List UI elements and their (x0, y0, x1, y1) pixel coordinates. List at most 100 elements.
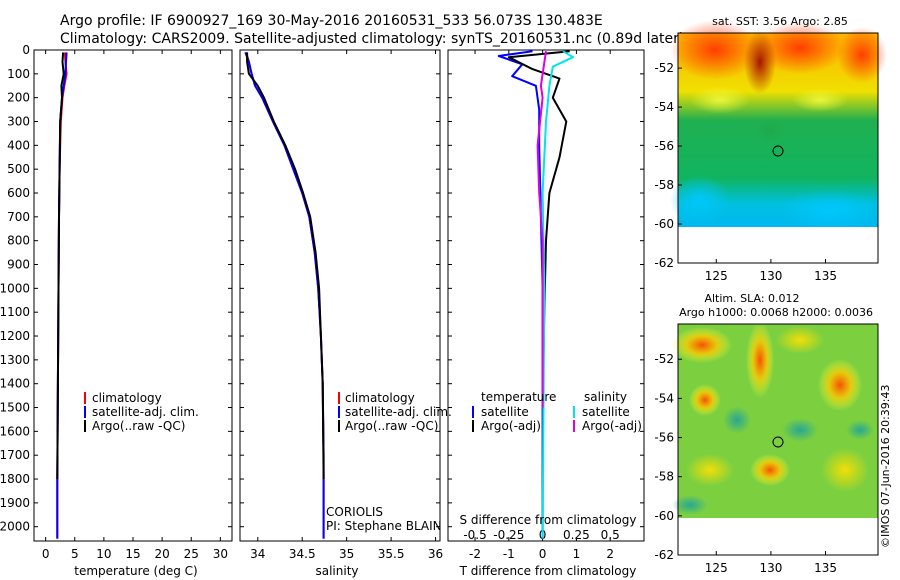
salinity-panel: 34 34.5 35 35.5 36 climatology satellite-adj… (239, 49, 452, 578)
map-y-tick-label: -60 (654, 509, 674, 523)
annotation-pi: PI: Stephane BLAIN (326, 519, 442, 533)
y-tick-label: 1000 (0, 281, 30, 295)
y-tick-label: 700 (7, 210, 30, 224)
y-tick-label: 100 (7, 67, 30, 81)
sst-map-image (670, 20, 887, 263)
difference-xlabel: T difference from climatology (459, 564, 637, 578)
legend-label-t-argo: Argo(-adj) (481, 419, 541, 433)
map-x-tick-label: 125 (705, 561, 728, 575)
x-tick-label: 36 (428, 547, 443, 561)
header-line-1: Argo profile: IF 6900927_169 30-May-2016… (60, 13, 603, 29)
difference-series (497, 50, 574, 539)
y-tick-label: 2000 (0, 520, 30, 534)
map-x-tick-label: 135 (814, 561, 837, 575)
sla-map-panel: Altim. SLA: 0.012 Argo h1000: 0.0068 h20… (654, 292, 879, 575)
map-y-tick-label: -54 (654, 100, 674, 114)
x-tick-label: -1 (503, 547, 515, 561)
top-tick-label: 0.25 (563, 528, 590, 542)
top-tick-label: -0.5 (463, 528, 486, 542)
temperature-xlabel: temperature (deg C) (74, 564, 197, 578)
legend-label-satellite: satellite-adj. clim. (92, 405, 199, 419)
temperature-panel: 0 5 10 15 20 25 300100200300400500600700800900… (0, 43, 233, 578)
x-tick-label: 25 (184, 547, 199, 561)
series-line-satellite (497, 50, 544, 539)
map-y-tick-label: -54 (654, 391, 674, 405)
x-tick-label: 0 (539, 547, 547, 561)
series-line-argo-adj- (536, 51, 547, 408)
x-tick-label: 20 (154, 547, 169, 561)
axes-frame (33, 49, 233, 542)
map-x-tick-label: 135 (814, 269, 837, 283)
legend-header-salinity: salinity (584, 390, 627, 404)
map-frame (677, 323, 879, 556)
map-y-tick-label: -62 (654, 256, 674, 270)
map-frame (677, 32, 879, 264)
x-tick-label: 10 (96, 547, 111, 561)
y-tick-label: 1100 (0, 305, 30, 319)
difference-top-label: S difference from climatology (460, 513, 637, 527)
difference-panel: -2 -1 0 1 2-0.5 -0.25 0 0.25 0.5 temperature sal… (447, 49, 645, 578)
top-tick-label: -0.25 (493, 528, 524, 542)
map-y-tick-label: -58 (654, 178, 674, 192)
y-tick-label: 1200 (0, 329, 30, 343)
legend-label-satellite: satellite-adj. clim. (345, 405, 452, 419)
x-tick-label: -2 (469, 547, 481, 561)
x-tick-label: 2 (606, 547, 614, 561)
sst-map-axes: 125 130 135 -52 -54 -56 -58 -60 -62 (654, 32, 879, 283)
x-tick-label: 5 (71, 547, 79, 561)
temperature-series (56, 52, 68, 539)
map-y-tick-label: -58 (654, 470, 674, 484)
sst-map-panel: sat. SST: 3.56 Argo: 2.85 125 130 135-52-5… (654, 15, 887, 283)
x-tick-label: 15 (125, 547, 140, 561)
map-x-tick-label: 130 (759, 269, 782, 283)
series-line-argo-raw-qc- (246, 52, 325, 480)
x-tick-label: 34.5 (289, 547, 316, 561)
header-line-2: Climatology: CARS2009. Satellite-adjuste… (60, 31, 685, 47)
temperature-legend: climatology satellite-adj. clim. Argo(..… (84, 391, 199, 433)
y-tick-label: 600 (7, 186, 30, 200)
legend-label-s-satellite: satellite (582, 405, 630, 419)
series-line-satellite-adj-clim- (244, 52, 325, 539)
x-tick-label: 0 (42, 547, 50, 561)
y-tick-label: 1500 (0, 401, 30, 415)
x-tick-label: 1 (573, 547, 581, 561)
y-tick-label: 1700 (0, 448, 30, 462)
y-tick-label: 500 (7, 162, 30, 176)
map-y-tick-label: -56 (654, 139, 674, 153)
y-tick-label: 400 (7, 138, 30, 152)
legend-header-temperature: temperature (481, 390, 556, 404)
sla-map-title: Altim. SLA: 0.012 (704, 292, 799, 305)
axes-frame (447, 49, 645, 542)
series-line-satellite (541, 50, 574, 539)
map-y-tick-label: -52 (654, 352, 674, 366)
temperature-axes: 0 5 10 15 20 25 300100200300400500600700800900… (0, 43, 233, 561)
sla-map-argo-marker (772, 436, 784, 448)
salinity-series (244, 52, 325, 539)
y-tick-label: 1800 (0, 472, 30, 486)
y-tick-label: 800 (7, 234, 30, 248)
imos-credit: ©IMOS 07-Jun-2016 20:39:43 (879, 384, 892, 548)
map-x-tick-label: 125 (705, 269, 728, 283)
legend-label-climatology: climatology (92, 391, 162, 405)
y-tick-label: 300 (7, 115, 30, 129)
series-line-climatology (245, 52, 325, 539)
y-tick-label: 1900 (0, 496, 30, 510)
legend-label-argo: Argo(..raw -QC) (92, 419, 185, 433)
x-tick-label: 35.5 (378, 547, 405, 561)
map-y-tick-label: -60 (654, 217, 674, 231)
map-y-tick-label: -52 (654, 61, 674, 75)
y-tick-label: 200 (7, 91, 30, 105)
salinity-legend: climatology satellite-adj. clim. Argo(..… (338, 391, 452, 433)
sla-map-axes: 125 130 135 -52 -54 -56 -58 -60 -62 (654, 323, 879, 575)
x-tick-label: 30 (213, 547, 228, 561)
y-tick-label: 1300 (0, 353, 30, 367)
salinity-xlabel: salinity (315, 564, 358, 578)
legend-label-t-satellite: satellite (481, 405, 529, 419)
y-tick-label: 1600 (0, 424, 30, 438)
legend-label-s-argo: Argo(-adj) (582, 419, 642, 433)
y-tick-label: 0 (22, 43, 30, 57)
series-line-argo-raw-qc- (56, 52, 65, 480)
map-y-tick-label: -56 (654, 431, 674, 445)
salinity-axes: 34 34.5 35 35.5 36 (239, 49, 443, 561)
